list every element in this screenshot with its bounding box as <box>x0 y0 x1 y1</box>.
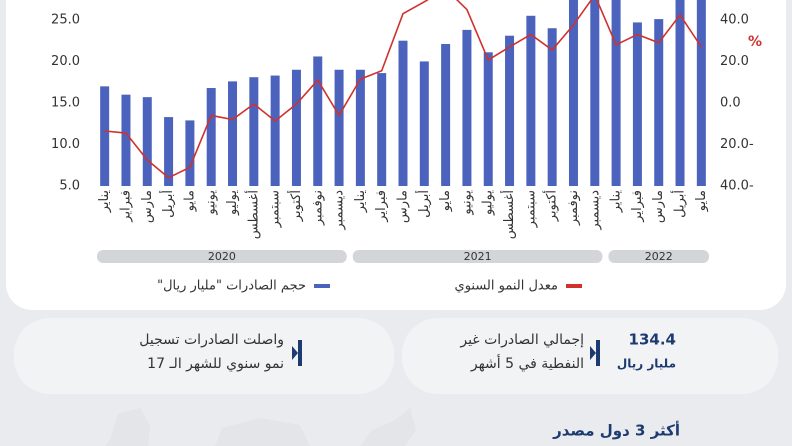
x-tick-label: سبتمبر <box>268 190 283 228</box>
bar <box>611 0 621 186</box>
y-tick-label: 10.0 <box>51 137 80 152</box>
bar <box>590 0 600 187</box>
year-band <box>352 250 603 263</box>
map-shape <box>360 408 416 446</box>
x-tick-label: أغسطس <box>500 190 517 239</box>
bar <box>483 52 493 186</box>
x-tick-label: نوفمبر <box>310 190 325 226</box>
legend-swatch <box>566 284 582 288</box>
x-tick-label: فبراير <box>118 190 133 223</box>
y-tick-label: 15.0 <box>51 95 80 110</box>
x-tick-label: أبريل <box>159 190 176 218</box>
y2-tick-label: 40.0- <box>720 179 754 194</box>
y-tick-label: 5.0 <box>59 179 80 194</box>
bar <box>334 69 344 186</box>
bar <box>164 117 174 186</box>
legend-label: حجم الصادرات "مليار ريال" <box>157 279 306 294</box>
y-tick-label: 25.0 <box>51 12 80 27</box>
x-tick-label: سبتمبر <box>523 190 538 228</box>
bar <box>270 75 280 186</box>
bar <box>100 86 110 186</box>
bar <box>654 19 664 186</box>
x-tick-label: فبراير <box>374 190 389 223</box>
info-unit: مليار ريال <box>617 357 676 371</box>
bar <box>675 0 685 187</box>
info-text: إجمالي الصادرات غير <box>459 332 584 348</box>
bar <box>291 69 301 186</box>
bar <box>121 94 131 186</box>
bar <box>441 44 451 187</box>
map-shape <box>215 418 310 446</box>
bar <box>398 40 408 186</box>
y2-tick-label: 40.0 <box>720 12 749 27</box>
marker <box>596 340 600 366</box>
legend-swatch <box>314 284 330 288</box>
info-box <box>14 318 394 394</box>
x-tick-label: يوليو <box>481 190 496 216</box>
year-label: 2020 <box>208 250 236 263</box>
bar <box>632 22 642 186</box>
bar <box>355 69 365 186</box>
marker <box>298 340 302 366</box>
info-value: 134.4 <box>629 331 676 349</box>
y2-tick-label: 0.0 <box>720 95 741 110</box>
x-tick-label: نوفمبر <box>566 190 581 226</box>
bar <box>505 35 515 187</box>
x-tick-label: مايو <box>694 190 709 212</box>
bar <box>313 56 323 186</box>
bar <box>185 120 195 186</box>
x-tick-label: يونيو <box>459 190 474 216</box>
x-tick-label: أبريل <box>415 190 432 218</box>
bar <box>249 77 259 186</box>
x-tick-label: يناير <box>97 190 112 214</box>
x-tick-label: يناير <box>353 190 368 214</box>
x-tick-label: مارس <box>140 190 155 223</box>
x-tick-label: مايو <box>438 190 453 212</box>
x-tick-label: يناير <box>609 190 624 214</box>
map-shape <box>105 408 150 446</box>
x-tick-label: مارس <box>396 190 411 223</box>
info-text: واصلت الصادرات تسجيل <box>139 332 284 348</box>
x-tick-label: أكتوبر <box>543 190 560 222</box>
year-label: 2022 <box>645 250 673 263</box>
chart: 5.0 10.0 15.0 20.0 25.0 40.0- 20.0- 0.0 20.0 40.0… <box>51 0 762 294</box>
x-tick-label: أبريل <box>671 190 688 218</box>
year-band <box>97 250 347 263</box>
y2-axis-label: % <box>748 34 762 50</box>
bar <box>547 28 557 186</box>
bar <box>696 0 706 187</box>
x-tick-label: أكتوبر <box>287 190 304 222</box>
x-tick-label: ديسمبر <box>587 190 602 231</box>
y-tick-label: 20.0 <box>51 54 80 69</box>
bar <box>526 15 536 187</box>
info-text: نمو سنوي للشهر الـ 17 <box>147 356 284 372</box>
x-tick-label: يونيو <box>204 190 219 216</box>
line <box>104 0 703 179</box>
bar <box>206 88 216 186</box>
x-tick-label: فبراير <box>630 190 645 223</box>
x-tick-label: مارس <box>651 190 666 223</box>
bar <box>462 29 472 187</box>
bar <box>228 81 238 186</box>
y2-tick-label: 20.0 <box>720 54 749 69</box>
x-tick-label: أغسطس <box>244 190 261 239</box>
year-band <box>608 250 709 263</box>
marker <box>590 346 596 360</box>
x-tick-label: ديسمبر <box>332 190 347 231</box>
bar <box>568 0 578 187</box>
bar <box>142 97 152 186</box>
x-tick-label: يوليو <box>225 190 240 216</box>
marker <box>292 346 298 360</box>
y2-tick-label: 20.0- <box>720 137 754 152</box>
bar <box>377 73 387 186</box>
year-label: 2021 <box>464 250 492 263</box>
section-title: أكثر 3 دول مصدر <box>552 421 680 440</box>
x-tick-label: مايو <box>182 190 197 212</box>
bar <box>419 61 429 187</box>
plot-area <box>100 0 706 187</box>
info-text: النفطية في 5 أشهر <box>470 354 584 372</box>
legend-label: معدل النمو السنوي <box>455 279 558 294</box>
